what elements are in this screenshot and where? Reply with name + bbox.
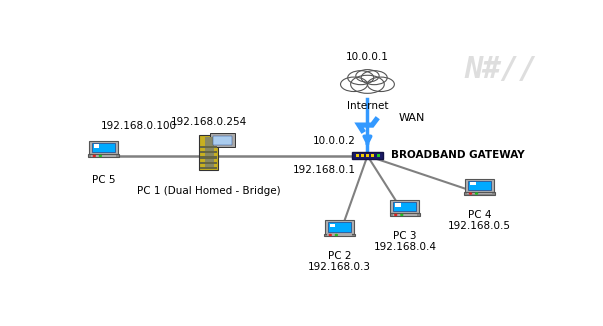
FancyBboxPatch shape: [393, 202, 417, 212]
Circle shape: [348, 71, 374, 85]
Circle shape: [350, 75, 384, 93]
Text: Internet: Internet: [347, 101, 388, 111]
FancyBboxPatch shape: [324, 233, 355, 236]
FancyBboxPatch shape: [200, 146, 217, 148]
FancyBboxPatch shape: [330, 224, 335, 227]
Circle shape: [335, 234, 337, 235]
FancyBboxPatch shape: [393, 214, 417, 216]
FancyBboxPatch shape: [352, 152, 383, 159]
Text: 10.0.0.1: 10.0.0.1: [346, 52, 389, 62]
Text: PC 4: PC 4: [468, 210, 491, 220]
Text: 192.168.0.3: 192.168.0.3: [308, 262, 371, 272]
FancyBboxPatch shape: [210, 133, 235, 147]
Text: 192.168.0.100: 192.168.0.100: [101, 121, 177, 131]
Circle shape: [367, 77, 394, 92]
FancyBboxPatch shape: [89, 141, 118, 155]
FancyBboxPatch shape: [200, 156, 217, 158]
FancyBboxPatch shape: [209, 137, 213, 169]
Circle shape: [361, 71, 387, 85]
FancyBboxPatch shape: [93, 144, 99, 148]
Text: PC 2: PC 2: [327, 251, 351, 261]
FancyBboxPatch shape: [371, 154, 374, 157]
FancyBboxPatch shape: [395, 203, 401, 207]
FancyBboxPatch shape: [376, 154, 380, 157]
Circle shape: [329, 234, 331, 235]
Text: 10.0.0.2: 10.0.0.2: [313, 136, 356, 146]
Circle shape: [341, 77, 367, 92]
Text: PC 1 (Dual Homed - Bridge): PC 1 (Dual Homed - Bridge): [137, 186, 280, 196]
Text: 192.168.0.4: 192.168.0.4: [373, 242, 437, 252]
Text: 192.168.0.5: 192.168.0.5: [448, 221, 511, 230]
FancyBboxPatch shape: [92, 143, 115, 153]
FancyBboxPatch shape: [199, 135, 218, 170]
FancyBboxPatch shape: [470, 182, 476, 185]
FancyBboxPatch shape: [205, 137, 209, 169]
FancyBboxPatch shape: [200, 167, 217, 169]
FancyBboxPatch shape: [366, 154, 369, 157]
Text: PC 3: PC 3: [393, 231, 417, 241]
Text: 192.168.0.254: 192.168.0.254: [171, 117, 247, 127]
Text: 192.168.0.1: 192.168.0.1: [293, 165, 356, 175]
FancyBboxPatch shape: [390, 214, 420, 216]
Circle shape: [470, 193, 472, 194]
FancyBboxPatch shape: [465, 179, 494, 192]
FancyBboxPatch shape: [328, 222, 351, 231]
FancyBboxPatch shape: [325, 220, 354, 233]
FancyBboxPatch shape: [467, 193, 492, 194]
FancyBboxPatch shape: [361, 154, 364, 157]
FancyBboxPatch shape: [327, 234, 352, 236]
FancyBboxPatch shape: [200, 151, 217, 153]
Text: PC 5: PC 5: [92, 175, 115, 185]
FancyBboxPatch shape: [464, 192, 495, 195]
Circle shape: [356, 70, 379, 82]
FancyBboxPatch shape: [468, 181, 491, 190]
FancyBboxPatch shape: [213, 136, 232, 145]
FancyBboxPatch shape: [390, 200, 419, 214]
Circle shape: [476, 193, 478, 194]
FancyBboxPatch shape: [91, 156, 116, 157]
FancyBboxPatch shape: [88, 155, 119, 157]
FancyBboxPatch shape: [356, 154, 359, 157]
Text: N#//: N#//: [464, 55, 537, 84]
FancyBboxPatch shape: [200, 162, 217, 164]
Text: BROADBAND GATEWAY: BROADBAND GATEWAY: [391, 150, 525, 160]
Text: WAN: WAN: [399, 113, 425, 123]
